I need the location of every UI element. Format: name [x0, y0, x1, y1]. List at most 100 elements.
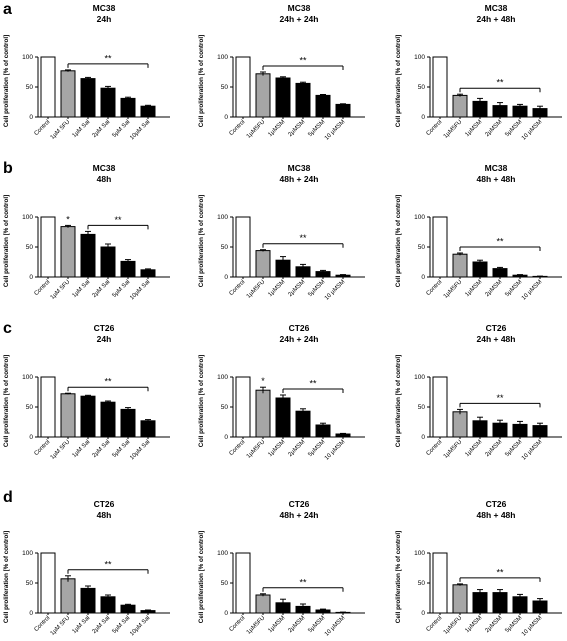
y-tick-label: 0: [421, 610, 425, 617]
significance-marker: **: [496, 567, 504, 577]
chart-title: 48h + 48h: [477, 510, 516, 520]
chart-title: 24h + 24h: [280, 14, 319, 24]
x-tick-label: 1µM 5FU: [50, 615, 72, 637]
x-tick-label: 1µM5FU: [246, 615, 267, 636]
significance-marker: **: [299, 233, 307, 243]
x-tick-label: 1µM 5FU: [50, 279, 72, 301]
y-tick-label: 100: [414, 550, 425, 557]
bar: [315, 94, 331, 118]
y-tick-label: 0: [29, 114, 33, 121]
y-tick-label: 50: [221, 244, 229, 251]
chart-title: 24h: [97, 334, 112, 344]
y-tick-label: 50: [221, 580, 229, 587]
y-tick-label: 0: [421, 434, 425, 441]
chart-title: CT26: [94, 499, 115, 509]
bar: [235, 376, 251, 438]
y-tick-label: 100: [217, 54, 228, 61]
bar: [295, 410, 311, 438]
bar: [492, 268, 508, 278]
bar: [255, 73, 271, 118]
x-tick-label: 10µM Sal: [129, 279, 151, 301]
chart-title: CT26: [94, 323, 115, 333]
bar: [452, 584, 468, 614]
bar: [512, 596, 528, 614]
bar: [255, 594, 271, 614]
x-tick-label: 10 µMSM: [521, 615, 543, 637]
y-axis-label: Cell proliferation [% of control]: [395, 35, 402, 127]
bar: [235, 552, 251, 614]
x-tick-label: 2µMSM: [287, 439, 306, 458]
x-tick-label: 5µMSM: [504, 119, 523, 138]
bar: [60, 70, 76, 118]
y-axis-label: Cell proliferation [% of control]: [395, 195, 402, 287]
significance-marker: **: [309, 379, 317, 389]
chart-title: 24h: [97, 14, 112, 24]
y-tick-label: 100: [22, 550, 33, 557]
chart-title: MC38: [93, 3, 116, 13]
y-axis-label: Cell proliferation [% of control]: [395, 355, 402, 447]
x-tick-label: 1µM Sal: [72, 279, 92, 299]
bar: [452, 411, 468, 438]
y-tick-label: 0: [421, 274, 425, 281]
bar: [120, 97, 136, 118]
x-tick-label: 1µM 5FU: [50, 119, 72, 141]
chart-title: 48h + 48h: [477, 174, 516, 184]
y-axis-label: Cell proliferation [% of control]: [3, 195, 10, 287]
y-tick-label: 100: [22, 374, 33, 381]
panel-letter: c: [3, 320, 12, 337]
bar: [40, 552, 56, 614]
bar: [452, 94, 468, 118]
x-tick-label: Control: [33, 279, 51, 297]
significance-marker: *: [261, 376, 265, 386]
x-tick-label: 5µMSM: [504, 279, 523, 298]
x-tick-label: Control: [425, 279, 443, 297]
x-tick-label: 1µMSM: [464, 615, 483, 634]
x-tick-label: 5µMSM: [504, 615, 523, 634]
x-tick-label: 5µM Sal: [112, 615, 132, 635]
bar: [60, 226, 76, 278]
x-tick-label: 10 µMSM: [324, 439, 346, 461]
x-tick-label: 2µM Sal: [92, 279, 112, 299]
bar: [472, 592, 488, 614]
bar: [432, 376, 448, 438]
y-tick-label: 50: [221, 404, 229, 411]
x-tick-label: 1µM5FU: [443, 119, 464, 140]
panel-letter: a: [3, 1, 12, 18]
x-tick-label: 2µMSM: [484, 279, 503, 298]
bar: [140, 420, 156, 438]
bar: [100, 401, 116, 438]
significance-marker: **: [114, 215, 122, 225]
x-tick-label: 2µMSM: [484, 439, 503, 458]
x-tick-label: 1µM5FU: [246, 439, 267, 460]
y-tick-label: 0: [224, 610, 228, 617]
significance-marker: **: [104, 377, 112, 387]
y-tick-label: 50: [418, 580, 426, 587]
x-tick-label: Control: [228, 279, 246, 297]
x-tick-label: Control: [425, 615, 443, 633]
x-tick-label: 10 µMSM: [521, 279, 543, 301]
y-axis-label: Cell proliferation [% of control]: [198, 355, 205, 447]
x-tick-label: 5µM Sal: [112, 279, 132, 299]
bar: [120, 604, 136, 614]
y-tick-label: 100: [22, 54, 33, 61]
significance-marker: **: [104, 559, 112, 569]
chart-title: CT26: [289, 499, 310, 509]
y-tick-label: 0: [421, 114, 425, 121]
x-tick-label: 5µMSM: [307, 279, 326, 298]
bar: [275, 77, 291, 118]
y-tick-label: 50: [418, 244, 426, 251]
bar: [472, 261, 488, 278]
bar: [335, 103, 351, 118]
y-tick-label: 0: [224, 274, 228, 281]
y-tick-label: 50: [26, 404, 34, 411]
x-tick-label: 1µMSM: [267, 119, 286, 138]
x-tick-label: 10µM Sal: [129, 615, 151, 637]
y-tick-label: 50: [26, 84, 34, 91]
